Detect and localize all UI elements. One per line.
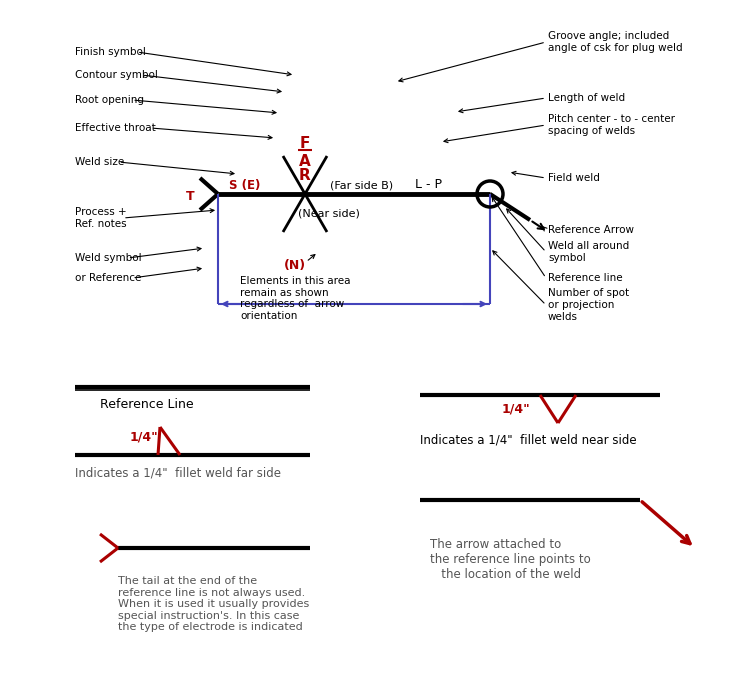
Text: Effective throat: Effective throat	[75, 123, 156, 133]
Text: R: R	[299, 168, 310, 184]
Text: Process +
Ref. notes: Process + Ref. notes	[75, 207, 127, 229]
Text: Weld all around
symbol: Weld all around symbol	[548, 241, 629, 263]
Text: Root opening: Root opening	[75, 95, 144, 105]
Text: Reference Arrow: Reference Arrow	[548, 225, 634, 235]
Text: or Reference: or Reference	[75, 273, 141, 283]
Text: Elements in this area
remain as shown
regardless of  arrow
orientation: Elements in this area remain as shown re…	[240, 276, 350, 321]
Text: L - P: L - P	[415, 179, 442, 191]
Text: (Near side): (Near side)	[298, 209, 360, 219]
Text: Field weld: Field weld	[548, 173, 600, 183]
Text: Weld size: Weld size	[75, 157, 124, 167]
Text: Number of spot
or projection
welds: Number of spot or projection welds	[548, 288, 629, 322]
Text: S (E): S (E)	[230, 179, 261, 191]
Text: Weld symbol: Weld symbol	[75, 253, 142, 263]
Text: Reference Line: Reference Line	[100, 398, 194, 412]
Text: Groove angle; included
angle of csk for plug weld: Groove angle; included angle of csk for …	[548, 31, 682, 53]
Text: Reference line: Reference line	[548, 273, 622, 283]
Text: A: A	[299, 154, 310, 168]
Text: Finish symbol: Finish symbol	[75, 47, 146, 57]
Text: Indicates a 1/4"  fillet weld near side: Indicates a 1/4" fillet weld near side	[420, 434, 637, 446]
Text: (Far side B): (Far side B)	[330, 180, 393, 190]
Text: The tail at the end of the
reference line is not always used.
When it is used it: The tail at the end of the reference lin…	[118, 576, 309, 633]
Text: F: F	[300, 137, 310, 152]
Text: 1/4": 1/4"	[502, 403, 531, 416]
Text: T: T	[186, 189, 194, 202]
Text: (N): (N)	[284, 259, 306, 272]
Text: 1/4": 1/4"	[130, 430, 159, 444]
Text: The arrow attached to
the reference line points to
   the location of the weld: The arrow attached to the reference line…	[430, 538, 591, 581]
Text: Length of weld: Length of weld	[548, 93, 626, 103]
Text: Contour symbol: Contour symbol	[75, 70, 158, 80]
Text: Indicates a 1/4"  fillet weld far side: Indicates a 1/4" fillet weld far side	[75, 466, 281, 480]
Text: Pitch center - to - center
spacing of welds: Pitch center - to - center spacing of we…	[548, 114, 675, 136]
